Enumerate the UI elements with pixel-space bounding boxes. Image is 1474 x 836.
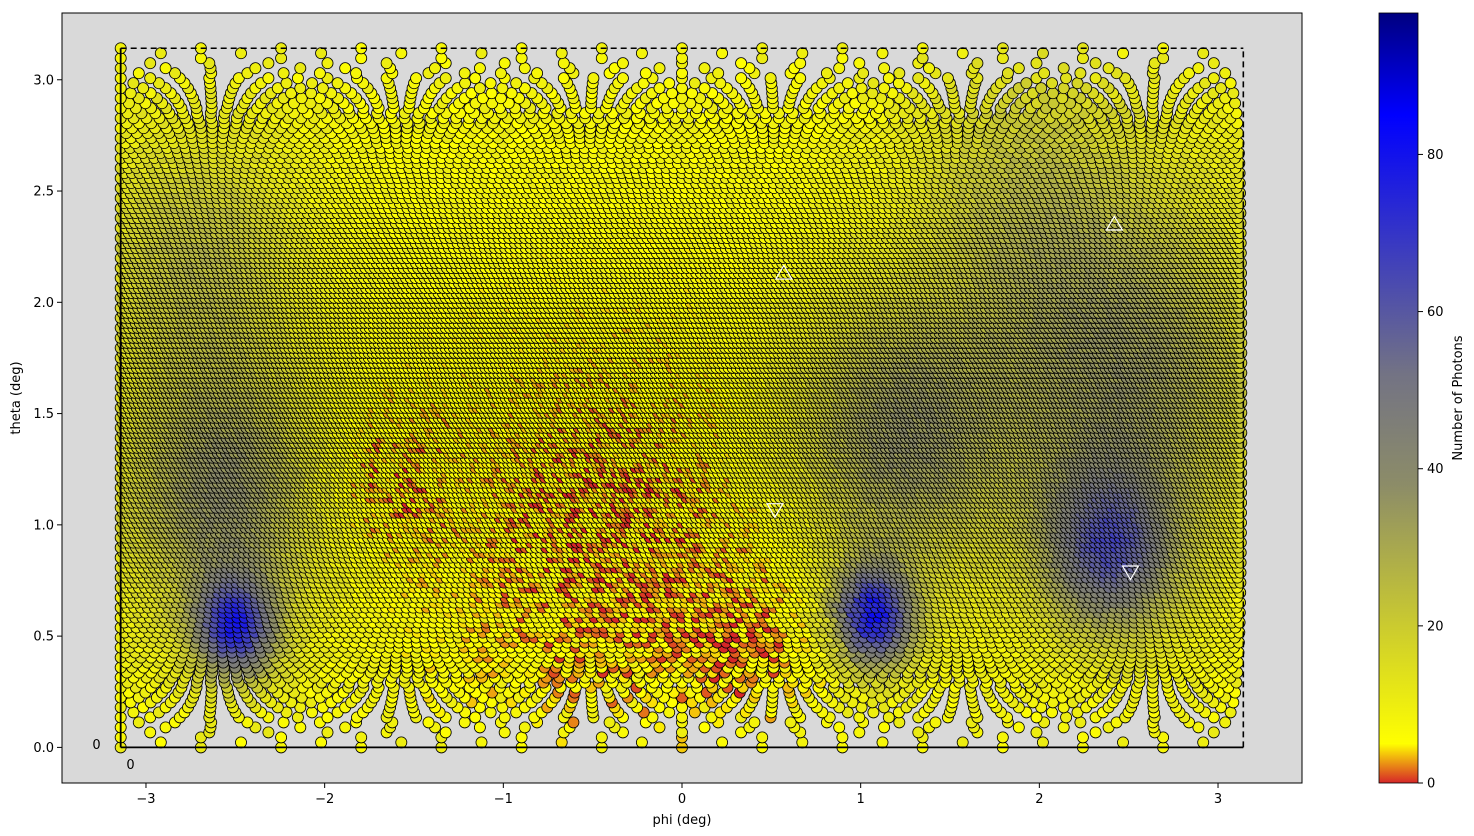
data-point (1117, 736, 1129, 749)
data-point (1030, 726, 1043, 739)
data-point (882, 711, 895, 724)
data-point (132, 716, 145, 729)
data-point (595, 731, 608, 744)
data-point (339, 721, 352, 734)
data-point (518, 721, 531, 734)
data-point (567, 716, 580, 729)
data-point (1060, 711, 1073, 724)
data-point (262, 726, 275, 739)
data-point (515, 731, 528, 744)
data-point (603, 716, 616, 729)
data-point (291, 711, 304, 724)
data-point (484, 706, 497, 719)
data-point (1074, 716, 1087, 729)
data-point (315, 736, 328, 749)
data-point (833, 721, 846, 734)
data-point (929, 716, 942, 729)
data-point (475, 736, 488, 749)
data-point (676, 711, 688, 724)
data-point (469, 711, 482, 724)
data-point (676, 701, 688, 714)
data-point (996, 731, 1009, 744)
data-point (439, 726, 452, 739)
data-point (646, 711, 659, 724)
data-point (144, 726, 157, 739)
data-point (1192, 721, 1205, 734)
data-point (306, 706, 318, 719)
data-point (498, 726, 511, 739)
data-point (1046, 706, 1058, 719)
data-point (1089, 726, 1102, 739)
data-point (294, 721, 307, 734)
data-point (705, 711, 718, 724)
data-point (698, 721, 711, 734)
data-point (853, 711, 866, 724)
data-point (277, 716, 290, 729)
data-point (1012, 721, 1025, 734)
data-point (395, 736, 408, 749)
data-point (853, 726, 866, 739)
data-point (956, 736, 969, 749)
data-point (321, 711, 334, 724)
data-point (1197, 736, 1210, 749)
data-point (893, 716, 906, 729)
data-point (756, 731, 769, 744)
data-point (422, 716, 435, 729)
data-point (1057, 721, 1070, 734)
data-point (876, 736, 889, 749)
data-point (1219, 716, 1232, 729)
data-point (796, 736, 809, 749)
data-point (458, 716, 471, 729)
data-point (473, 721, 486, 734)
data-point (555, 736, 568, 749)
data-point (784, 716, 797, 729)
data-point (912, 726, 925, 739)
data-point (836, 731, 849, 744)
data-point (1036, 736, 1049, 749)
data-point (748, 716, 761, 729)
data-point (154, 736, 167, 749)
data-point (635, 736, 648, 749)
data-point (1030, 711, 1043, 724)
data-point (716, 736, 729, 749)
data-point (867, 706, 880, 719)
data-point (159, 721, 172, 734)
data-point (498, 711, 511, 724)
data-point (235, 736, 247, 749)
scatter-points (114, 42, 1248, 754)
data-point (1076, 731, 1089, 744)
data-point (653, 721, 666, 734)
data-point (321, 726, 334, 739)
data-point (275, 731, 288, 744)
data-point (355, 731, 368, 744)
data-point (1207, 726, 1220, 739)
data-point (878, 721, 891, 734)
data-point (676, 726, 688, 739)
